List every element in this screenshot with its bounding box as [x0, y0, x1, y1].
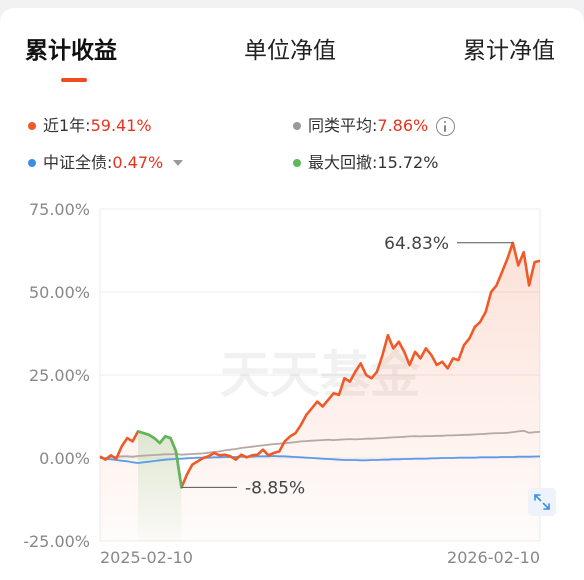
legend-peer-label: 同类平均: [308, 116, 378, 135]
max-value-label: 64.83% [384, 234, 449, 254]
benchmark-line [99, 455, 541, 464]
tab-cumulative-nav[interactable]: 累计净值 [463, 38, 555, 64]
benchmark-dot [28, 159, 36, 167]
info-icon[interactable] [436, 116, 456, 136]
legend-fund-label: 近1年: [43, 116, 91, 135]
caret-down-icon[interactable] [173, 160, 184, 166]
min-value-label: -8.85% [245, 478, 305, 498]
fund-area-fill [100, 242, 540, 542]
y-tick-label: 25.00% [29, 366, 90, 385]
legend-benchmark-value: 0.47% [112, 153, 164, 172]
y-tick-label: -25.00% [23, 532, 90, 551]
fund-dot [28, 122, 36, 130]
tab-unit-nav[interactable]: 单位净值 [244, 38, 336, 64]
expand-icon [534, 494, 550, 510]
legend-peer-value: 7.86% [377, 116, 429, 135]
expand-button[interactable] [528, 488, 556, 516]
peer-dot [293, 122, 301, 130]
tab-bar: 累计收益 单位净值 累计净值 [0, 8, 584, 98]
peer-average-line [100, 429, 541, 459]
legend-drawdown-label: 最大回撤: [308, 153, 378, 172]
y-tick-label: 0.00% [39, 449, 90, 468]
legend-peer-average: 同类平均: 7.86% [293, 116, 456, 136]
y-tick-label: 75.00% [29, 200, 90, 219]
x-tick-label: 2025-02-10 [100, 548, 193, 567]
y-tick-label: 50.00% [29, 283, 90, 302]
x-tick-label: 2026-02-10 [447, 548, 540, 567]
drawdown-dot [293, 159, 301, 167]
legend-fund: 近1年: 59.41% [28, 116, 152, 136]
legend-max-drawdown: 最大回撤: 15.72% [293, 153, 438, 173]
max-drawdown-line [137, 430, 183, 488]
active-tab-indicator [61, 78, 87, 82]
legend-benchmark-label: 中证全债: [43, 153, 113, 172]
tab-cumulative-return[interactable]: 累计收益 [25, 38, 117, 64]
legend-fund-value: 59.41% [90, 116, 152, 135]
legend-drawdown-value: 15.72% [377, 153, 439, 172]
legend-benchmark[interactable]: 中证全债: 0.47% [28, 153, 184, 173]
